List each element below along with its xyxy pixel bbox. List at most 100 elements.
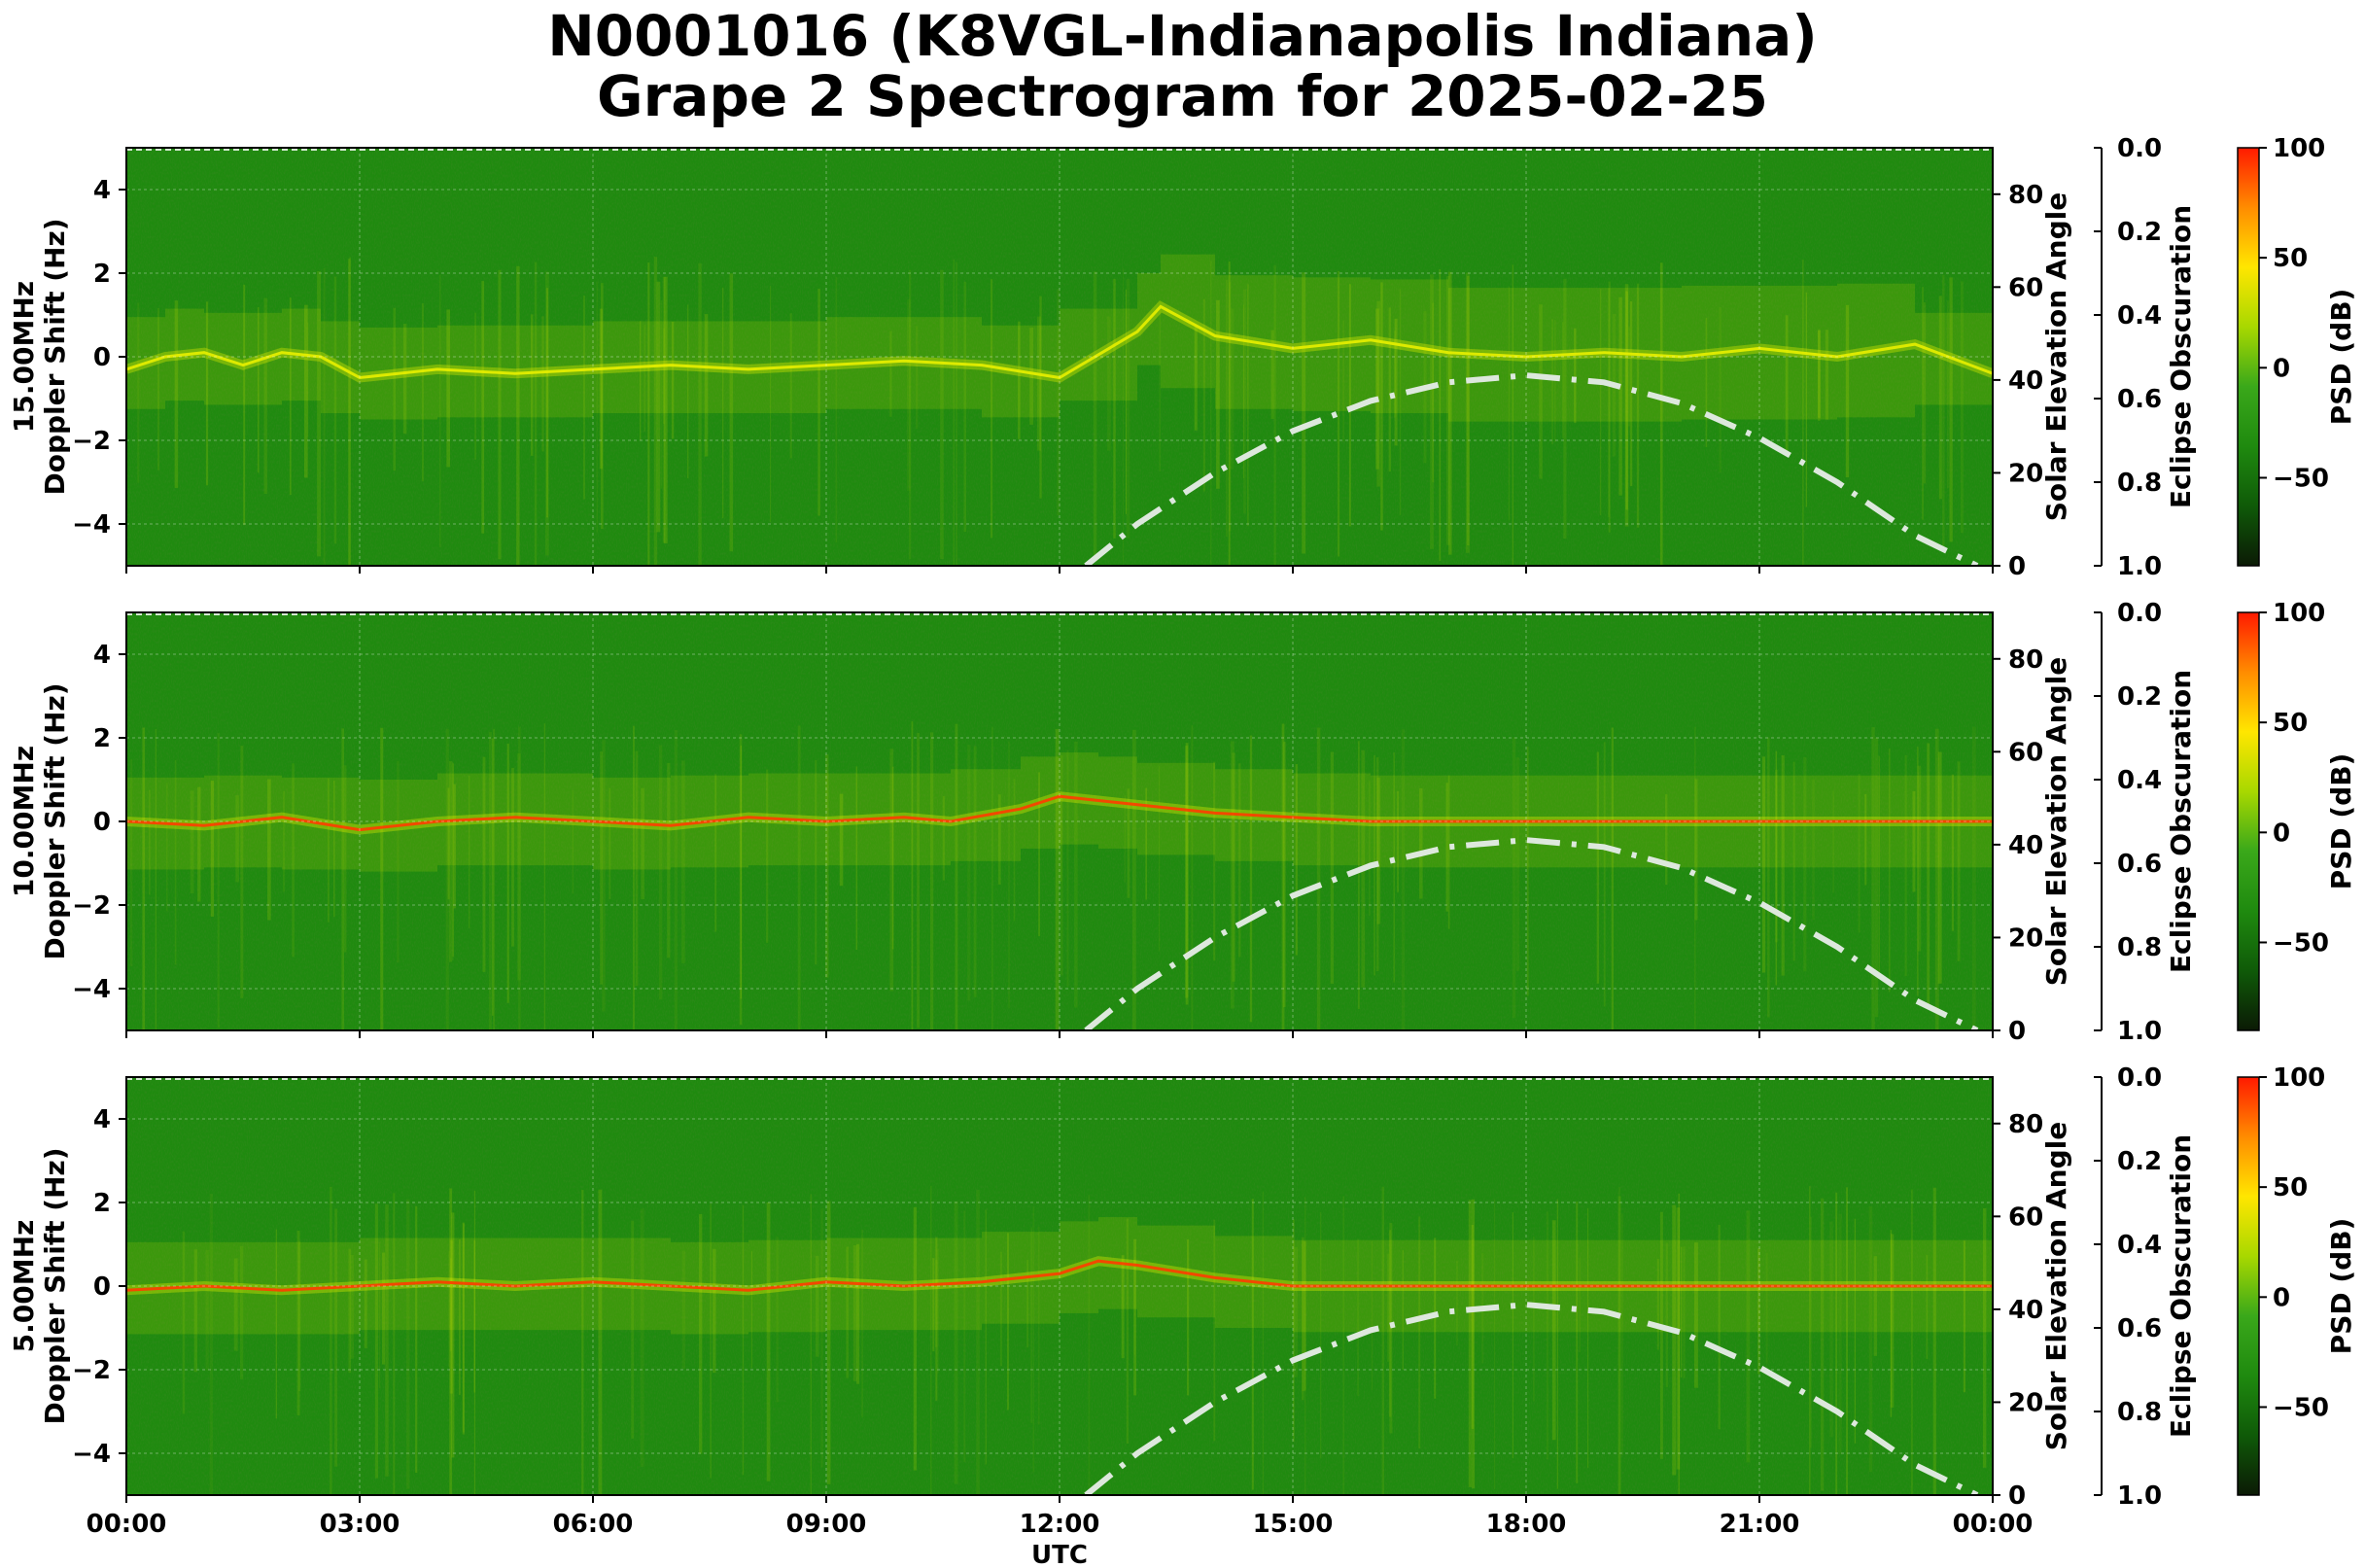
signal-streak [1957,761,1961,961]
signal-streak [991,279,993,539]
signal-streak [973,746,977,997]
signal-streak [1829,1221,1833,1438]
signal-streak [1680,1246,1683,1378]
signal-streak [534,261,538,566]
signal-streak [1636,283,1640,528]
signal-streak [739,734,743,1026]
right-tick-label: 60 [2008,1202,2043,1232]
signal-streak [631,1220,635,1439]
signal-streak [1694,726,1696,1030]
eclipse-tick-label: 0.4 [2117,766,2162,795]
signal-streak [333,276,337,544]
signal-streak [210,781,215,917]
colorbar [2237,611,2260,1031]
signal-streak [449,1239,454,1394]
colorbar-tick-label: 100 [2273,1063,2325,1093]
signal-streak [855,766,858,951]
signal-streak [1757,1248,1760,1375]
signal-streak [1719,306,1722,473]
signal-streak [1388,307,1391,472]
right-axis-label: Solar Elevation Angle [2040,192,2072,521]
right-tick-label: 20 [2008,923,2043,953]
signal-streak [1330,751,1334,984]
signal-streak [1838,1213,1842,1455]
x-tick-label: 18:00 [1486,1510,1567,1539]
signal-streak [458,1238,461,1396]
signal-streak [1439,268,1442,562]
eclipse-tick-label: 1.0 [2117,1017,2162,1046]
x-tick-label: 12:00 [1020,1510,1100,1539]
signal-streak [889,331,892,417]
signal-streak [602,740,606,1012]
signal-streak [258,306,260,473]
colorbar-tick-label: 0 [2273,354,2290,383]
y-tick-label: 4 [93,1105,111,1134]
signal-streak [1018,321,1021,439]
signal-streak [1781,755,1785,976]
signal-streak [446,309,451,468]
signal-streak [1775,750,1778,986]
signal-streak [633,725,635,1030]
signal-streak [1805,292,1807,507]
right-tick-label: 40 [2008,1296,2043,1325]
signal-streak [1665,794,1668,886]
signal-streak [1904,754,1907,977]
signal-streak [1008,741,1010,1009]
signal-streak [635,750,639,987]
signal-streak [1030,1227,1032,1424]
signal-streak [282,790,286,892]
signal-streak [137,302,140,483]
y-axis-label-frequency: 15.00MHz [8,281,40,433]
signal-streak [999,1251,1002,1367]
signal-streak [1775,769,1778,943]
signal-streak [474,312,476,460]
signal-streak [647,262,650,566]
signal-streak [1107,316,1111,451]
x-tick-label: 09:00 [786,1510,867,1539]
signal-streak [596,281,598,533]
signal-streak [1402,1250,1404,1371]
signal-streak [511,767,514,947]
signal-streak [1125,289,1127,514]
signal-streak [742,1204,745,1476]
signal-streak [1611,727,1614,1030]
signal-streak [378,1241,381,1389]
signal-streak [1380,282,1383,531]
signal-streak [1393,752,1395,983]
signal-streak [1465,272,1470,553]
signal-streak [1088,1194,1091,1495]
y-axis-label: Doppler Shift (Hz) [39,218,71,495]
signal-streak [929,1185,932,1495]
signal-streak [1375,308,1379,470]
signal-streak [267,779,271,921]
signal-streak [1586,1207,1589,1468]
signal-streak [1342,1196,1344,1495]
signal-streak [1226,279,1228,537]
colorbar [2237,147,2260,567]
signal-streak [1273,264,1276,566]
signal-streak [1718,1224,1721,1430]
signal-streak [350,1254,354,1359]
right-tick-label: 80 [2008,181,2043,210]
signal-streak [1238,763,1241,958]
signal-streak [1891,1234,1895,1408]
signal-streak [1971,726,1976,1030]
signal-streak [1295,764,1298,956]
signal-streak [1191,725,1194,1030]
signal-streak [380,727,384,1030]
signal-streak [1467,275,1470,546]
x-tick-label: 15:00 [1253,1510,1334,1539]
signal-streak [1185,743,1189,1005]
signal-streak [1599,289,1602,516]
signal-streak [1927,743,1930,1004]
signal-streak [1247,284,1249,527]
y-axis-label: Doppler Shift (Hz) [39,1147,71,1424]
panel-10MHz [119,611,2267,1038]
eclipse-tick-label: 1.0 [2117,552,2162,581]
colorbar-tick-label: 0 [2273,1283,2290,1312]
signal-streak [698,262,702,566]
signal-streak [1532,1237,1535,1402]
signal-streak [1232,752,1235,982]
signal-streak [1294,1246,1299,1377]
signal-streak [1846,1187,1849,1495]
